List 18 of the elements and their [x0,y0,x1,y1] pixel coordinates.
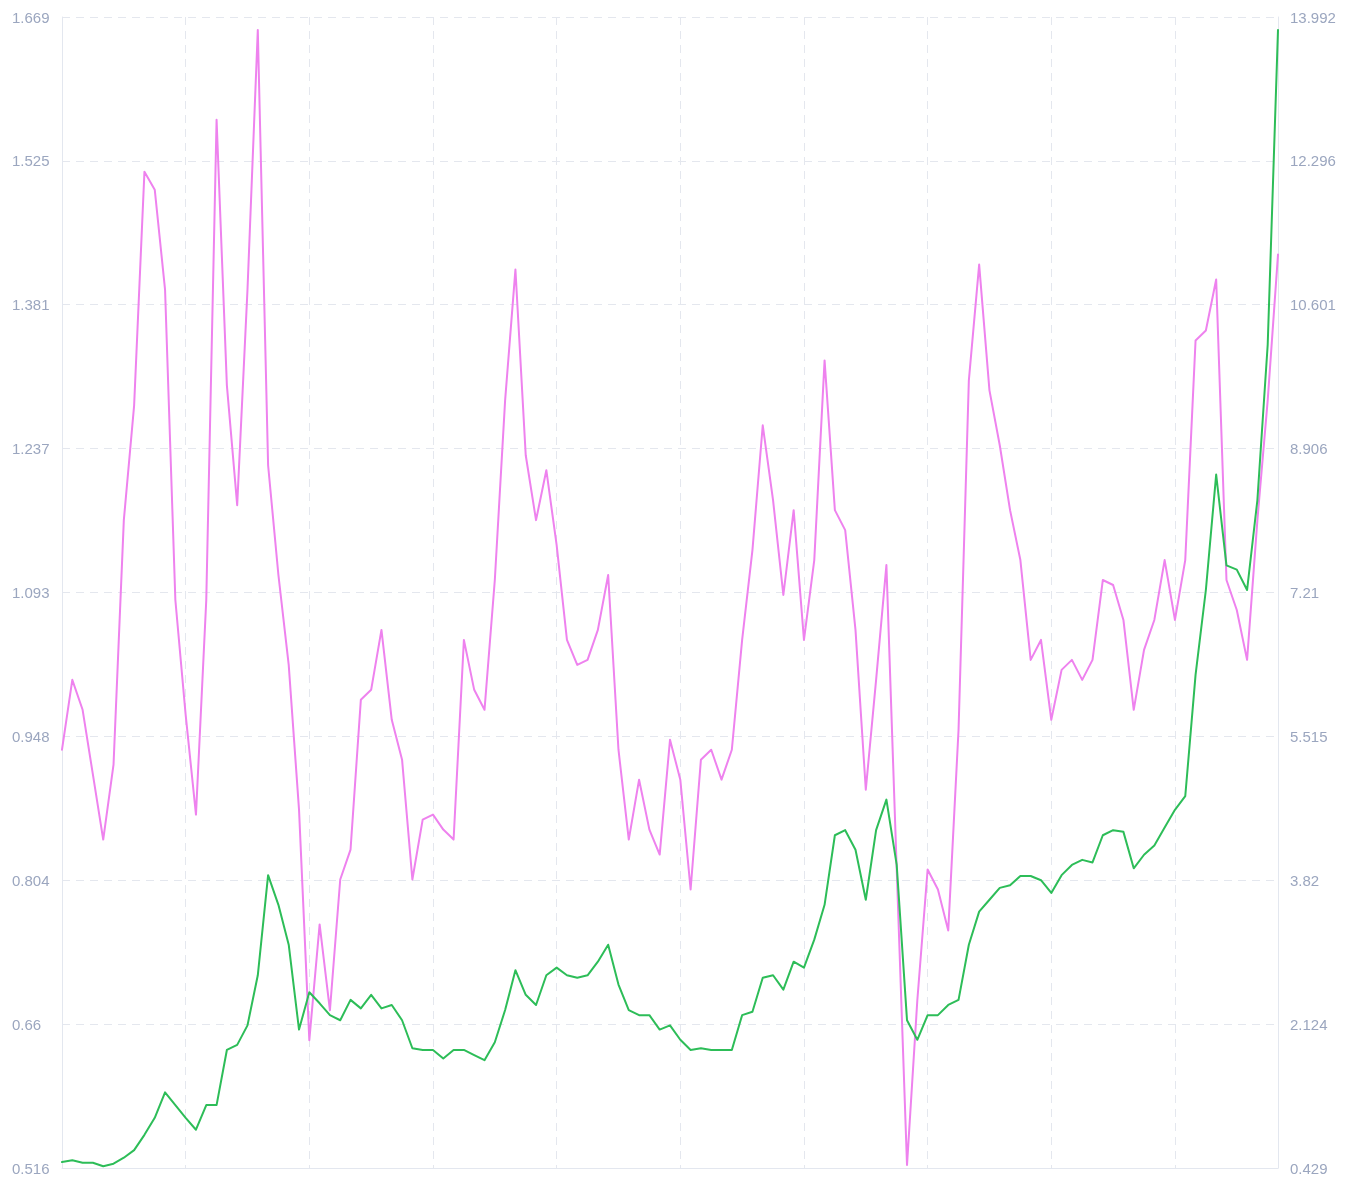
y-tick-label: 0.516 [12,1159,50,1177]
y-tick-label: 1.669 [12,8,50,26]
y-tick-label: 1.381 [12,296,50,313]
y2-tick-label: 10.601 [1290,296,1336,314]
y2-tick-label: 13.992 [1290,8,1336,26]
y2-tick-label: 3.82 [1290,871,1320,889]
y2-tick-label: 0.429 [1290,1159,1328,1177]
y-tick-label: 0.66 [12,1015,42,1033]
y2-tick-label: 8.906 [1290,440,1328,458]
y2-tick-label: 5.515 [1290,727,1328,745]
y2-tick-label: 7.21 [1290,584,1320,602]
y2-tick-label: 2.124 [1290,1015,1328,1033]
y-tick-label: 1.237 [12,439,50,457]
y-tick-label: 1.093 [12,583,50,601]
y2-tick-label: 12.296 [1290,152,1336,170]
y-tick-label: 0.948 [12,728,50,746]
y-tick-label: 1.525 [12,152,50,170]
y-tick-label: 0.804 [12,872,50,889]
